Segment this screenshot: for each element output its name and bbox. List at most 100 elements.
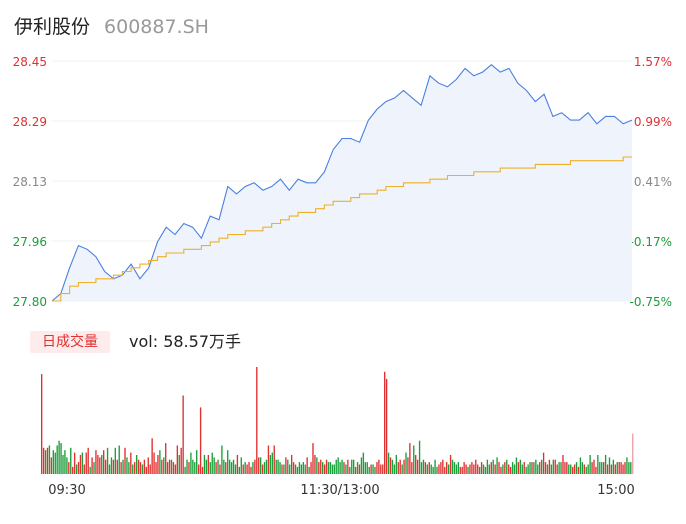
volume-bar: [77, 462, 80, 474]
volume-bar: [329, 462, 332, 474]
volume-bar: [459, 466, 461, 474]
volume-bar: [116, 459, 118, 474]
volume-bar: [508, 464, 510, 474]
volume-bar: [356, 462, 359, 474]
stock-code: 600887.SH: [104, 16, 209, 38]
volume-bar: [548, 459, 551, 474]
volume-bar: [604, 455, 607, 474]
volume-bar: [172, 462, 175, 474]
volume-bar: [79, 455, 82, 474]
volume-bar: [446, 462, 448, 474]
volume-bar: [207, 455, 210, 474]
y-tick-label-right: 0.41%: [634, 175, 672, 189]
volume-bar: [194, 462, 196, 474]
volume-bar: [513, 464, 516, 474]
volume-bar: [256, 367, 258, 474]
volume-bar: [632, 433, 634, 474]
volume-bar: [546, 464, 549, 474]
volume-bar: [527, 464, 529, 474]
volume-bar: [300, 464, 303, 474]
volume-bar: [134, 462, 136, 474]
volume-bar: [73, 452, 76, 474]
volume-bar: [44, 450, 47, 474]
volume-bar: [622, 464, 624, 474]
volume-bar: [306, 457, 308, 474]
price-area: [52, 64, 632, 301]
volume-bar: [478, 466, 481, 474]
volume-bar: [430, 464, 432, 474]
volume-bar: [106, 447, 109, 474]
volume-bar: [424, 462, 427, 474]
volume-bar: [537, 464, 539, 474]
volume-bar: [380, 464, 382, 474]
volume-bar: [492, 459, 494, 474]
volume-bar: [488, 464, 491, 474]
volume-bar: [196, 450, 198, 474]
volume-bar: [453, 462, 456, 474]
volume-bar: [147, 457, 149, 474]
volume-bar: [595, 466, 597, 474]
volume-bar: [349, 466, 351, 474]
volume-bar: [242, 464, 244, 474]
volume-bar: [387, 452, 390, 474]
volume-bar: [294, 464, 297, 474]
volume-bar: [529, 462, 531, 474]
volume-bar: [236, 455, 239, 474]
volume-bar: [463, 462, 465, 474]
volume-bar: [407, 457, 409, 474]
volume-bar: [95, 450, 97, 474]
volume-tab[interactable]: 日成交量: [30, 331, 110, 353]
volume-bar: [139, 462, 142, 474]
volume-bar: [248, 462, 250, 474]
volume-bar: [575, 462, 578, 474]
volume-bar: [490, 462, 492, 474]
volume-bar: [201, 466, 204, 474]
volume-bar: [149, 464, 151, 474]
volume-bar: [298, 462, 301, 474]
volume-bar: [50, 457, 53, 474]
volume-bar: [409, 443, 411, 474]
volume-bar: [482, 464, 485, 474]
volume-bar: [486, 459, 489, 474]
volume-bar: [422, 459, 425, 474]
volume-bar: [240, 457, 242, 474]
volume-bar: [395, 455, 397, 474]
volume-bar: [358, 464, 361, 474]
volume-bar: [426, 464, 428, 474]
average-line: [52, 156, 632, 302]
volume-bar: [533, 462, 535, 474]
volume-bar: [232, 459, 235, 474]
volume-bar: [104, 459, 107, 474]
volume-bar: [562, 455, 564, 474]
volume-bar: [628, 462, 630, 474]
volume-bar: [215, 462, 217, 474]
volume-bar: [341, 459, 343, 474]
volume-bar: [48, 445, 51, 474]
volume-bar: [461, 466, 463, 474]
volume-bar: [52, 450, 54, 474]
volume-bar: [259, 457, 262, 474]
volume-bar: [403, 459, 405, 474]
volume-bar: [54, 452, 56, 474]
volume-bar: [58, 440, 60, 474]
y-tick-label-right: -0.75%: [630, 295, 672, 309]
volume-bar: [566, 462, 568, 474]
volume-bar: [333, 464, 335, 474]
volume-bar: [163, 457, 165, 474]
volume-bar: [101, 455, 103, 474]
volume-bar: [290, 455, 293, 474]
volume-bar: [585, 466, 587, 474]
volume-bar: [589, 455, 591, 474]
y-tick-label-left: 27.96: [13, 235, 47, 249]
volume-bar: [438, 464, 440, 474]
volume-bar: [451, 459, 454, 474]
volume-bar: [281, 464, 283, 474]
volume-bar: [66, 457, 68, 474]
volume-bar: [314, 455, 316, 474]
volume-bar: [186, 459, 188, 474]
volume-bar: [401, 464, 403, 474]
volume-bar: [587, 464, 589, 474]
volume-bar: [62, 455, 64, 474]
volume-bar: [556, 464, 558, 474]
